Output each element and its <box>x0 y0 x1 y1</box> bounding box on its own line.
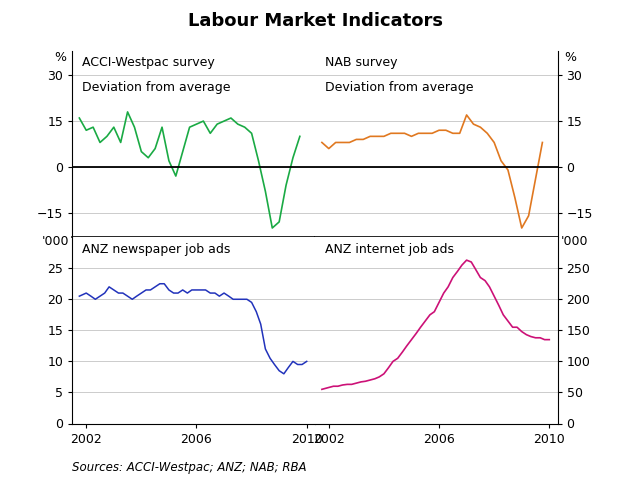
Text: Sources: ACCI-Westpac; ANZ; NAB; RBA: Sources: ACCI-Westpac; ANZ; NAB; RBA <box>72 461 307 474</box>
Text: %: % <box>54 51 66 64</box>
Text: '000: '000 <box>42 235 69 248</box>
Text: '000: '000 <box>561 235 588 248</box>
Text: ANZ newspaper job ads: ANZ newspaper job ads <box>82 243 231 256</box>
Text: ACCI-Westpac survey: ACCI-Westpac survey <box>82 57 215 69</box>
Text: %: % <box>564 51 576 64</box>
Text: NAB survey: NAB survey <box>324 57 397 69</box>
Text: Labour Market Indicators: Labour Market Indicators <box>188 12 442 30</box>
Text: ANZ internet job ads: ANZ internet job ads <box>324 243 454 256</box>
Text: Deviation from average: Deviation from average <box>82 81 231 93</box>
Text: Deviation from average: Deviation from average <box>324 81 473 93</box>
